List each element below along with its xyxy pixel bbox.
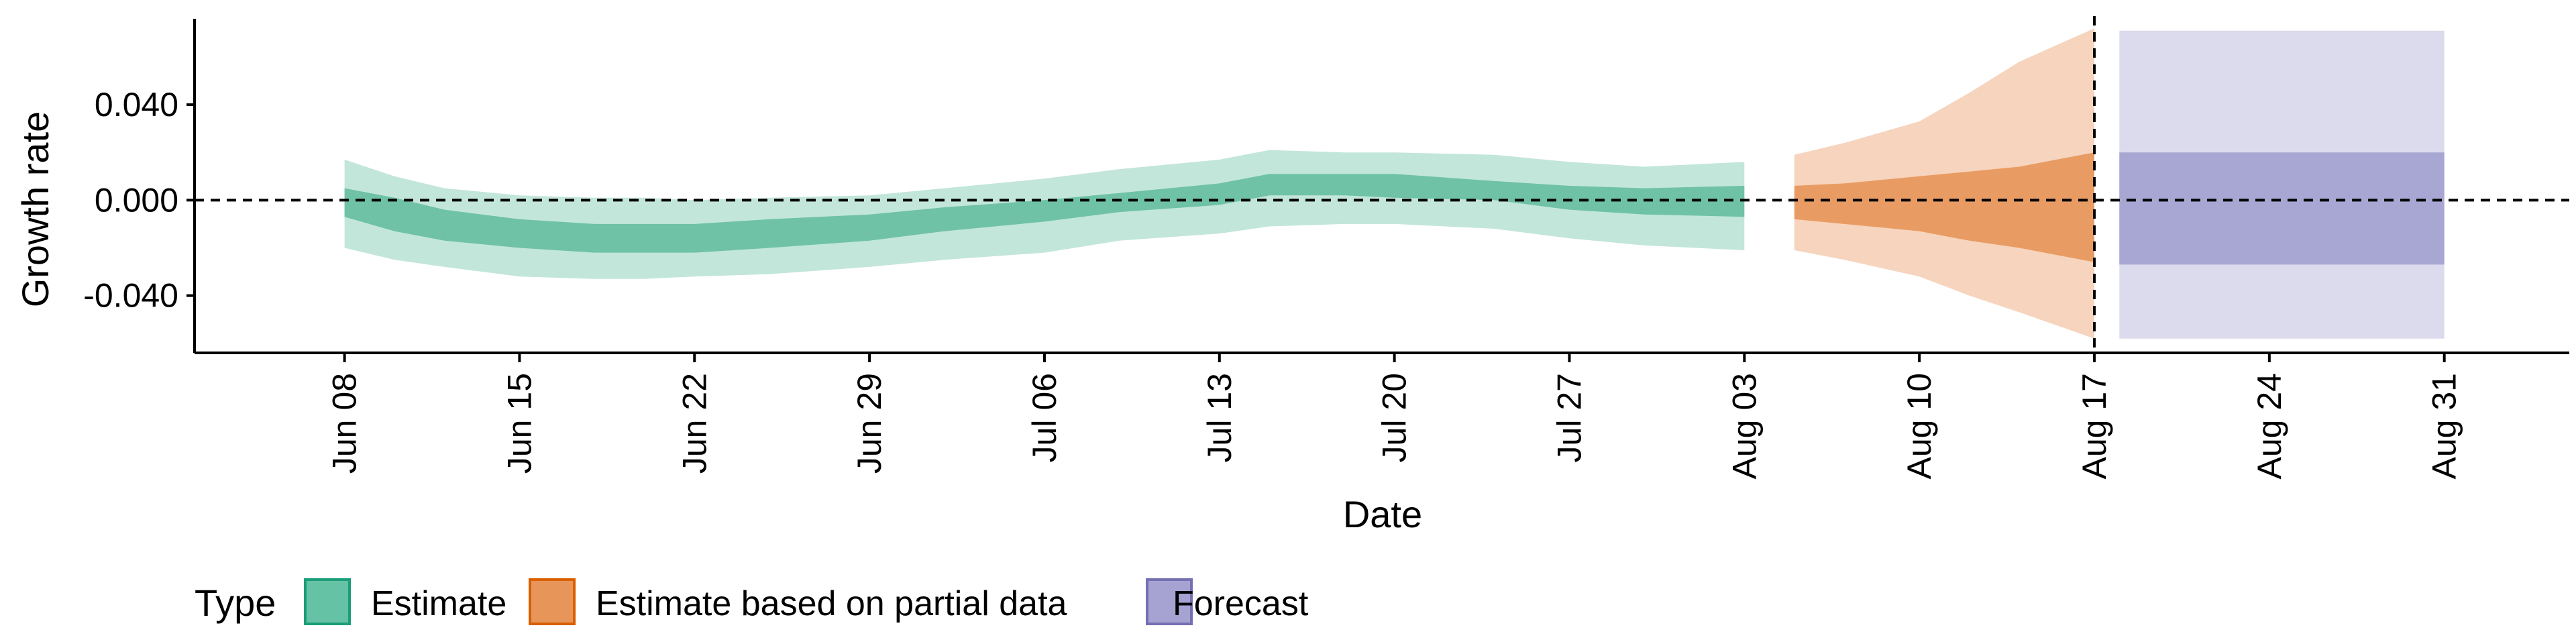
x-tick-label: Jul 06 [1026,373,1063,462]
x-axis-label: Date [1343,493,1422,535]
legend-label-1: Estimate [371,584,506,623]
x-tick-label: Aug 17 [2076,373,2113,479]
x-tick-label: Jun 15 [500,373,538,474]
reference-lines [195,16,2569,353]
legend: Type Estimate Estimate based on partial d… [195,578,1309,625]
x-tick-label: Aug 03 [1725,373,1763,479]
y-axis-label: Growth rate [14,111,56,308]
x-tick-label: Jul 27 [1550,373,1588,462]
x-axis-ticks: Jun 08 Jun 15 Jun 22 Jun 29 Jul 06 Jul 13 Jul … [326,353,2463,479]
x-tick-label: Jul 20 [1376,373,1413,462]
band-inner-estimate-based-on-partial-data [1794,152,2094,262]
y-axis-ticks: -0.040 0.000 0.040 [83,86,195,315]
y-tick-label: 0.040 [95,86,178,123]
x-tick-label: Aug 10 [1900,373,1938,479]
x-tick-label: Aug 31 [2426,373,2463,479]
band-inner-forecast [2119,152,2445,265]
legend-label-3: Forecast [1173,584,1309,623]
y-tick-label: 0.000 [95,181,178,219]
x-tick-label: Jun 29 [851,373,888,474]
legend-title: Type [195,582,276,624]
legend-label-2: Estimate based on partial data [596,584,1067,623]
legend-key-1 [304,578,351,625]
x-tick-label: Jun 08 [326,373,364,474]
x-tick-label: Jun 22 [676,373,713,474]
y-tick-label: -0.040 [83,277,178,315]
plot-area [344,28,2445,339]
x-tick-label: Jul 13 [1201,373,1238,462]
legend-key-3 [1146,578,1193,625]
x-tick-label: Aug 24 [2251,373,2288,479]
legend-key-2 [529,578,576,625]
axes [193,19,2569,354]
band-inner-estimate [344,174,1745,253]
